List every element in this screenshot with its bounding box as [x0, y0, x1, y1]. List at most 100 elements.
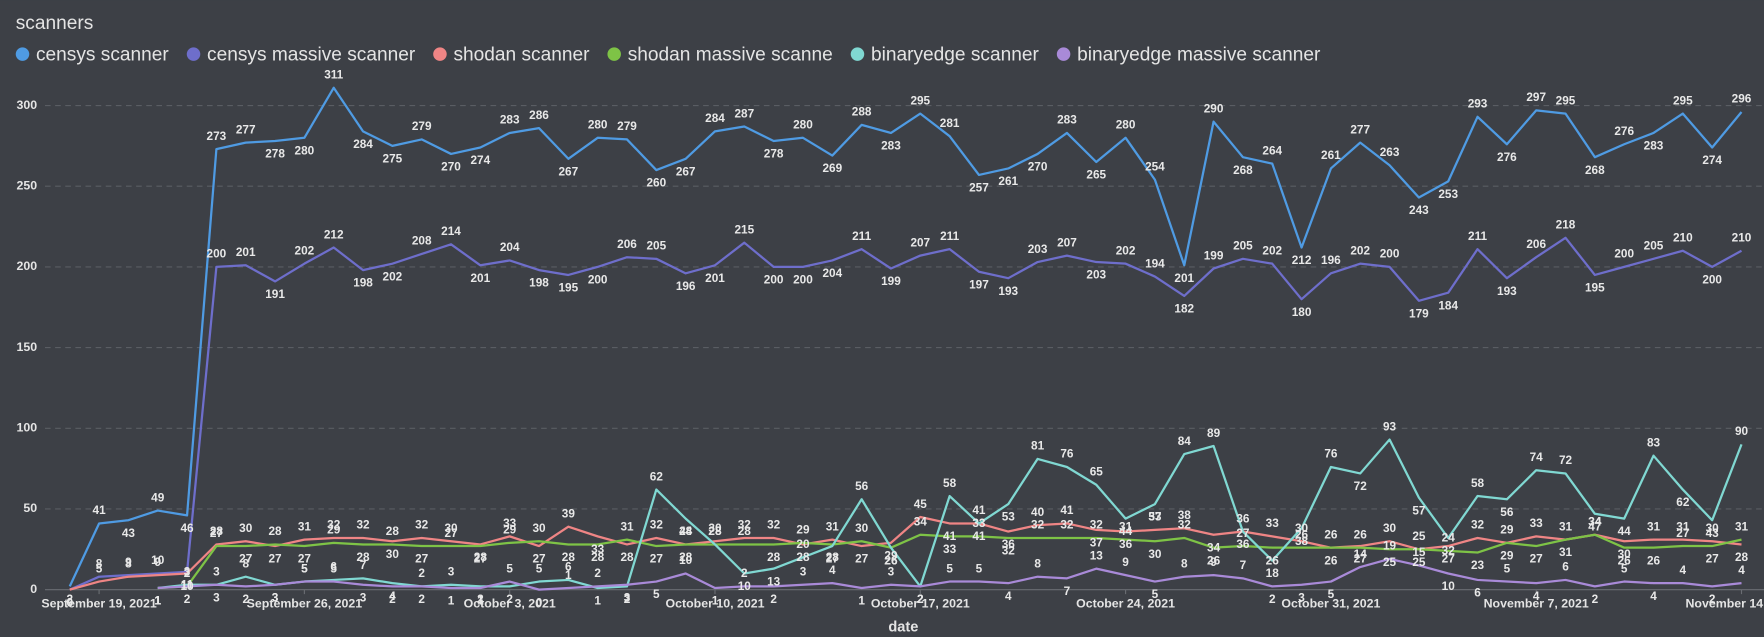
value-label: 83	[1647, 435, 1661, 449]
value-label: 32	[1090, 518, 1104, 532]
value-label: 218	[1556, 218, 1576, 232]
value-label: 290	[1204, 101, 1224, 115]
value-label: 20	[796, 537, 810, 551]
value-label: 31	[826, 519, 840, 533]
value-label: 30	[239, 521, 253, 535]
value-label: 90	[1735, 424, 1749, 438]
value-label: 277	[1350, 122, 1370, 136]
value-label: 27	[444, 526, 458, 540]
value-label: 28	[210, 524, 224, 538]
value-label: 14	[1354, 547, 1368, 561]
value-label: 207	[1057, 235, 1077, 249]
value-label: 43	[1706, 526, 1720, 540]
value-label: 93	[1383, 419, 1397, 433]
value-label: 0	[536, 595, 543, 609]
value-label: 184	[1438, 298, 1458, 312]
value-label: 261	[1321, 148, 1341, 162]
value-label: 206	[1526, 237, 1546, 251]
value-label: 32	[356, 518, 370, 532]
value-label: 280	[1116, 118, 1136, 132]
value-label: 204	[822, 266, 842, 280]
value-label: 32	[650, 518, 664, 532]
value-label: 202	[1262, 243, 1282, 257]
value-label: 32	[767, 518, 781, 532]
value-label: 62	[1676, 495, 1690, 509]
value-label: 202	[1350, 243, 1370, 257]
value-label: 33	[1266, 516, 1280, 530]
value-label: 38	[1178, 508, 1192, 522]
value-label: 2	[741, 566, 748, 580]
value-label: 3	[360, 590, 367, 604]
value-label: 295	[910, 93, 930, 107]
value-label: 31	[1676, 519, 1690, 533]
value-label: 30	[708, 521, 722, 535]
value-label: 2	[477, 592, 484, 606]
value-label: 28	[1735, 550, 1749, 564]
value-label: 201	[471, 271, 491, 285]
value-label: 194	[1145, 256, 1165, 270]
value-label: 28	[356, 550, 370, 564]
value-label: 37	[1148, 510, 1162, 524]
value-label: 204	[500, 240, 520, 254]
value-label: 8	[1181, 556, 1188, 570]
value-label: 196	[1321, 253, 1341, 267]
value-label: 31	[298, 519, 312, 533]
value-label: 32	[1002, 544, 1016, 558]
value-label: 44	[679, 524, 693, 538]
value-label: 32	[1178, 518, 1192, 532]
value-label: 32	[1471, 518, 1485, 532]
value-label: 28	[268, 524, 282, 538]
value-label: 9	[1210, 555, 1217, 569]
value-label: 288	[852, 105, 872, 119]
value-label: 47	[1588, 519, 1602, 533]
value-label: 281	[940, 116, 960, 130]
value-label: 29	[503, 523, 517, 537]
value-label: 2	[1269, 592, 1276, 606]
value-label: 3	[624, 590, 631, 604]
value-label: 2	[506, 592, 513, 606]
value-label: 212	[1292, 253, 1312, 267]
value-label: 27	[1442, 552, 1456, 566]
value-label: 311	[324, 68, 343, 82]
value-label: 27	[268, 552, 282, 566]
value-label: 279	[617, 119, 637, 133]
y-tick-label: 250	[17, 178, 38, 192]
value-label: 283	[1057, 113, 1077, 127]
value-label: 5	[1621, 561, 1628, 575]
x-axis-label: date	[888, 620, 918, 636]
value-label: 199	[881, 274, 901, 288]
value-label: 268	[1585, 163, 1605, 177]
value-label: 26	[884, 553, 898, 567]
value-label: 30	[855, 521, 869, 535]
value-label: 193	[998, 284, 1018, 298]
value-label: 5	[506, 561, 513, 575]
legend-marker	[186, 47, 201, 61]
value-label: 36	[1236, 511, 1250, 525]
value-label: 30	[1148, 547, 1162, 561]
value-label: 27	[415, 552, 429, 566]
value-label: 30	[1383, 521, 1397, 535]
value-label: 205	[1233, 239, 1253, 253]
value-label: 30	[386, 547, 400, 561]
legend-marker	[1056, 47, 1071, 61]
value-label: 58	[943, 476, 957, 490]
value-label: 11	[181, 577, 194, 591]
value-label: 53	[1148, 510, 1162, 524]
value-label: 274	[1702, 153, 1722, 167]
value-label: 2	[917, 592, 924, 606]
value-label: 74	[1530, 450, 1544, 464]
value-label: 41	[1060, 503, 1074, 517]
value-label: 26	[1295, 527, 1309, 541]
value-label: 2	[594, 566, 601, 580]
value-label: 199	[1204, 248, 1224, 262]
value-label: 28	[738, 524, 752, 538]
value-label: 283	[500, 113, 520, 127]
value-label: 27	[1530, 552, 1544, 566]
value-label: 197	[969, 277, 989, 291]
value-label: 200	[764, 273, 784, 287]
value-label: 43	[122, 526, 136, 540]
value-label: 295	[1673, 93, 1693, 107]
value-label: 263	[1380, 145, 1400, 159]
value-label: 62	[650, 469, 664, 483]
value-label: 5	[330, 561, 337, 575]
